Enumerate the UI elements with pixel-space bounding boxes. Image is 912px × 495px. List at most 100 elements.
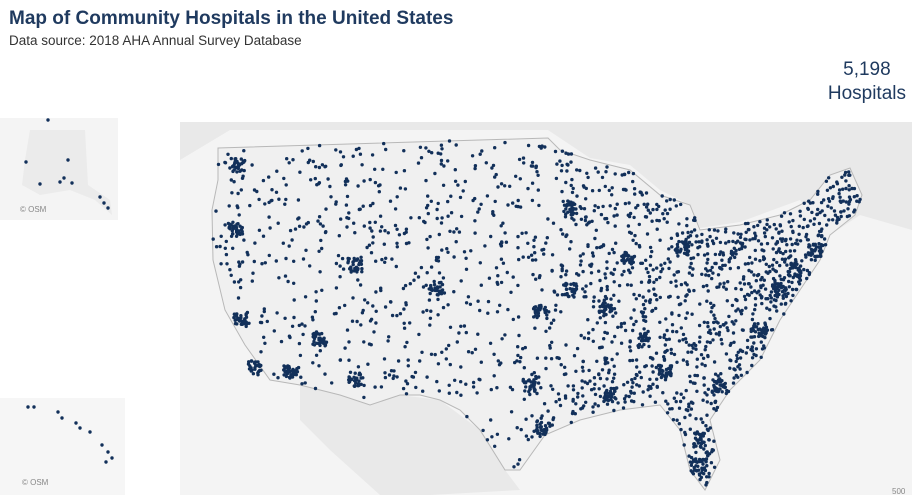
hospital-dot — [231, 169, 235, 174]
hospital-dot — [705, 238, 709, 242]
hospital-dot — [688, 413, 692, 417]
hospital-dot — [574, 369, 578, 373]
hospital-dot — [649, 254, 653, 259]
hospital-dot — [641, 295, 645, 299]
hospital-dot — [312, 339, 316, 344]
hospital-dot — [838, 195, 842, 199]
hospital-dot — [696, 252, 700, 257]
hospital-dot — [690, 243, 694, 247]
hospital-dot — [576, 391, 580, 396]
hospital-dot — [762, 278, 766, 282]
hospital-dot — [536, 188, 540, 192]
hospital-dot — [509, 410, 514, 414]
hospital-dot — [523, 345, 527, 350]
hospital-dot — [746, 282, 751, 286]
hospital-dot — [297, 323, 301, 328]
hospital-dot — [695, 373, 700, 378]
hospital-dot — [633, 376, 637, 381]
hospital-dot — [644, 267, 649, 271]
hospital-dot — [641, 302, 646, 307]
hospital-dot — [581, 369, 585, 373]
hospital-dot — [595, 246, 599, 250]
hospital-dot — [511, 317, 515, 322]
hospital-dot — [420, 350, 424, 354]
hospital-dot — [679, 392, 683, 396]
hospital-dot — [704, 459, 708, 463]
hospital-dot — [798, 239, 803, 243]
hospital-dot — [666, 257, 670, 261]
hospital-dot — [436, 297, 440, 302]
hospital-dot — [357, 382, 361, 387]
hospital-dot — [66, 158, 70, 162]
hospital-dot — [787, 279, 791, 284]
hospital-dot — [433, 352, 437, 357]
hospital-dot — [555, 293, 560, 297]
hospital-dot — [743, 297, 748, 302]
hospital-dot — [446, 159, 450, 163]
hospital-dot — [602, 337, 606, 341]
hospital-dot — [628, 345, 632, 349]
hospital-dot — [572, 218, 576, 222]
hospital-dot — [762, 330, 766, 334]
hospital-dot — [598, 376, 603, 381]
hospital-dot — [632, 215, 636, 220]
hospital-dot — [233, 318, 237, 322]
hospital-dot — [267, 175, 271, 179]
hospital-dot — [471, 380, 476, 385]
hospital-dot — [388, 199, 393, 203]
hospital-dot — [689, 469, 693, 473]
hospital-dot — [702, 447, 706, 451]
hospital-dot — [436, 313, 440, 317]
hospital-dot — [704, 424, 708, 428]
hospital-dot — [315, 183, 319, 187]
hospital-dot — [686, 243, 690, 248]
hospital-dot — [712, 465, 717, 469]
hospital-dot — [519, 427, 523, 432]
hospital-dot — [591, 405, 595, 409]
hospital-dot — [723, 385, 727, 390]
hospital-dot — [709, 401, 713, 406]
hospital-dot — [471, 385, 476, 389]
hospital-dot — [686, 408, 690, 413]
hospital-dot — [496, 359, 500, 363]
hospital-dot — [797, 269, 802, 274]
hospital-dot — [642, 334, 646, 338]
hospital-dot — [674, 204, 678, 208]
hospital-dot — [377, 190, 381, 194]
hospital-dot — [362, 383, 366, 388]
hospital-dot — [639, 310, 644, 314]
hospital-dot — [283, 202, 287, 206]
hospital-dot — [564, 343, 568, 347]
hospital-dot — [464, 267, 469, 271]
hospital-dot — [232, 315, 236, 320]
hospital-dot — [373, 220, 377, 224]
hospital-dot — [405, 382, 410, 386]
hospital-dot — [395, 245, 399, 249]
hospital-dot — [602, 314, 606, 318]
hospital-dot — [571, 287, 575, 292]
hospital-dot — [658, 238, 662, 242]
hospital-dot — [567, 294, 571, 299]
hospital-dot — [297, 224, 302, 228]
hospital-dot — [707, 471, 711, 476]
hospital-dot — [644, 191, 649, 195]
hospital-dot — [320, 163, 325, 167]
hospital-dot — [738, 356, 743, 360]
hospital-dot — [607, 188, 611, 193]
hospital-dot — [236, 205, 240, 210]
hospital-dot — [229, 273, 233, 277]
hospital-dot — [680, 231, 685, 235]
hospital-dot — [683, 281, 688, 285]
hospital-dot — [724, 391, 728, 396]
hospital-dot — [704, 344, 708, 349]
hospital-dot — [637, 222, 641, 227]
hospital-dot — [334, 286, 339, 290]
hospital-dot — [732, 376, 736, 380]
hospital-dot — [764, 325, 769, 329]
hospital-dot — [441, 276, 446, 280]
hospital-dot — [604, 170, 608, 174]
hospital-dot — [772, 222, 776, 227]
hospital-dot — [724, 321, 728, 325]
hospital-dot — [543, 309, 547, 314]
hospital-dot — [779, 214, 784, 218]
